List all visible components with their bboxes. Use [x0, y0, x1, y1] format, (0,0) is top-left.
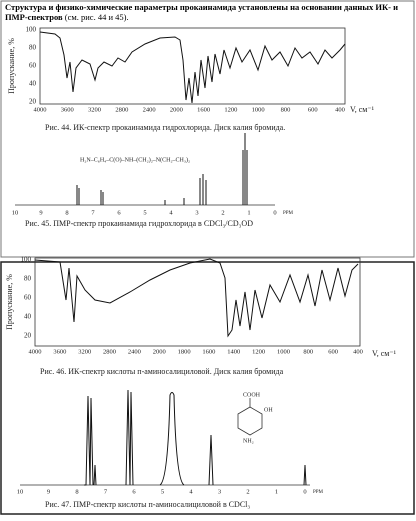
- x-tick-label: 4: [169, 209, 173, 216]
- x-tick-label: 2: [246, 488, 249, 495]
- x-tick-label: 2800: [103, 348, 116, 355]
- x-tick-label: 1200: [252, 348, 265, 355]
- x-tick-label: 2800: [115, 106, 128, 113]
- x-tick-label: 3200: [78, 348, 91, 355]
- header-box: Структура и физико-химические параметры …: [5, 2, 410, 22]
- y-tick-label: 80: [24, 275, 32, 283]
- plot-frame: [39, 27, 346, 105]
- x-tick-label: 1600: [197, 106, 210, 113]
- x-tick-label: 5: [161, 488, 164, 495]
- x-tick-label: 1400: [227, 348, 240, 355]
- y-tick-label: 100: [26, 26, 37, 34]
- nmr-peaks: [76, 133, 248, 205]
- x-tick-label: 600: [328, 348, 338, 355]
- x-tick-label: 7: [91, 209, 95, 216]
- x-tick-label: 1000: [252, 106, 265, 113]
- x-tick-label: 8: [75, 488, 78, 495]
- spectrum-curve: [34, 258, 359, 338]
- header-text: Структура и физико-химические параметры …: [5, 2, 398, 22]
- x-tick-label: 4000: [34, 106, 47, 113]
- structure-label: NH₂: [243, 438, 254, 444]
- x-tick-label: 4: [189, 488, 193, 495]
- x-tick-label: 800: [281, 106, 291, 113]
- x-unit: PPM: [283, 211, 294, 216]
- y-tick-label: 40: [29, 80, 37, 88]
- x-tick-label: 9: [39, 209, 42, 216]
- x-tick-label: 1600: [202, 348, 215, 355]
- structure-label: COOH: [243, 392, 261, 398]
- y-label: Пропускание, %: [5, 274, 14, 330]
- x-tick-label: 400: [353, 348, 363, 355]
- x-tick-label: 2000: [170, 106, 183, 113]
- structure: COOH OH NH₂: [237, 392, 273, 444]
- x-tick-label: 1800: [178, 348, 191, 355]
- x-tick-label: 1000: [277, 348, 290, 355]
- caption: Рис. 45. ПМР-спектр прокаинамида гидрохл…: [25, 219, 253, 228]
- header: Структура и физико-химические параметры …: [5, 2, 410, 22]
- x-tick-label: 6: [117, 209, 121, 216]
- x-tick-label: 3200: [88, 106, 101, 113]
- x-unit: PPM: [313, 490, 324, 495]
- x-tick-label: 3: [195, 209, 198, 216]
- structure: H₂N–C₆H₄–C(O)–NH–(CH₂)₂–N(CH₂–CH₃)₂: [80, 156, 190, 163]
- top-frame: [0, 0, 415, 258]
- header-ref: (см. рис. 44 и 45).: [64, 12, 129, 22]
- y-tick-label: 20: [24, 332, 32, 340]
- x-tick-label: 3: [218, 488, 221, 495]
- x-tick-label: 1: [275, 488, 278, 495]
- x-tick-label: 10: [12, 209, 19, 216]
- x-tick-label: 2400: [143, 106, 156, 113]
- x-tick-label: 9: [47, 488, 50, 495]
- x-tick-label: 800: [303, 348, 313, 355]
- x-tick-label: 4000: [29, 348, 42, 355]
- y-tick-label: 20: [29, 98, 37, 106]
- structure-label: OH: [264, 407, 273, 413]
- plot-frame: [34, 257, 361, 347]
- x-tick-label: 1: [247, 209, 250, 216]
- y-tick-label: 100: [21, 256, 32, 264]
- x-tick-label: 400: [335, 106, 345, 113]
- x-tick-label: 2400: [128, 348, 141, 355]
- caption: Рис. 44. ИК-спектр прокаинамида гидрохло…: [45, 123, 285, 132]
- x-tick-label: 5: [143, 209, 146, 216]
- x-tick-label: 0: [273, 209, 276, 216]
- caption: Рис. 47. ПМР-спектр кислоты п-аминосалиц…: [45, 500, 250, 509]
- caption: Рис. 46. ИК-спектр кислоты п-аминосалици…: [40, 367, 284, 376]
- x-tick-label: 10: [17, 488, 24, 495]
- x-tick-label: 2: [221, 209, 224, 216]
- y-tick-label: 60: [24, 294, 32, 302]
- y-tick-label: 60: [29, 62, 37, 70]
- spectrum-curve: [39, 31, 346, 104]
- x-tick-label: 2000: [153, 348, 166, 355]
- x-tick-label: 3600: [53, 348, 66, 355]
- x-tick-label: 8: [65, 209, 68, 216]
- x-tick-label: 1200: [224, 106, 237, 113]
- y-label: Пропускание, %: [7, 38, 16, 94]
- x-unit: V, см⁻¹: [372, 349, 397, 358]
- y-tick-label: 40: [24, 313, 32, 321]
- x-tick-label: 3600: [61, 106, 74, 113]
- x-tick-label: 0: [303, 488, 306, 495]
- x-tick-label: 6: [132, 488, 136, 495]
- y-tick-label: 80: [29, 44, 37, 52]
- x-tick-label: 600: [308, 106, 318, 113]
- bottom-frame: [0, 261, 415, 515]
- x-unit: V, см⁻¹: [350, 105, 375, 114]
- x-tick-label: 7: [104, 488, 108, 495]
- nmr-peaks: [84, 389, 307, 486]
